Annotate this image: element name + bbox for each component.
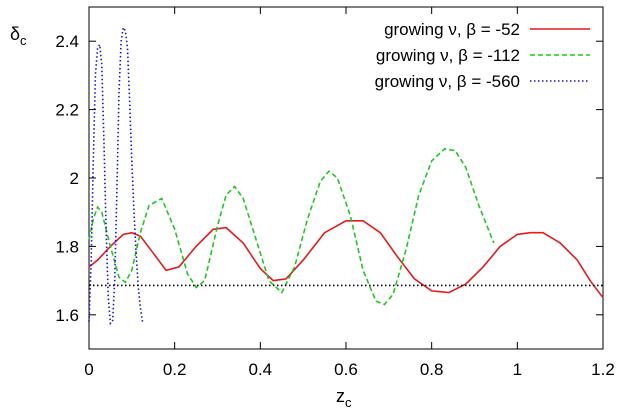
x-tick-label: 1 [513,360,522,379]
plot-area [88,6,604,350]
x-tick-label: 0.8 [420,360,444,379]
series-line-1 [88,220,604,299]
x-axis-label: zc [336,386,352,410]
x-tick-label: 0.2 [163,360,187,379]
x-tick-label: 1.2 [591,360,615,379]
y-axis: 1.6 1.8 2 2.2 2.4 [55,32,603,325]
y-tick-label: 1.8 [55,237,79,256]
y-axis-label-main: δ [10,24,20,44]
x-tick-label: 0.6 [334,360,358,379]
y-tick-label: 2.4 [55,32,79,51]
y-tick-label: 1.6 [55,306,79,325]
x-tick-label: 0.4 [249,360,273,379]
legend-label: growing ν, β = -560 [375,72,520,91]
y-axis-label-sub: c [20,33,27,48]
legend-label: growing ν, β = -52 [384,20,520,39]
legend: growing ν, β = -52 growing ν, β = -112 gro… [375,20,590,91]
x-axis: 0 0.2 0.4 0.6 0.8 1 1.2 [84,7,615,379]
y-axis-label: δc [10,24,27,48]
legend-label: growing ν, β = -112 [376,46,520,65]
x-tick-label: 0 [84,360,93,379]
x-axis-label-main: z [336,386,345,406]
y-tick-label: 2 [70,169,79,188]
y-tick-label: 2.2 [55,101,79,120]
series-line-2 [88,148,495,306]
x-axis-label-sub: c [345,395,352,410]
series-layer [88,25,604,325]
